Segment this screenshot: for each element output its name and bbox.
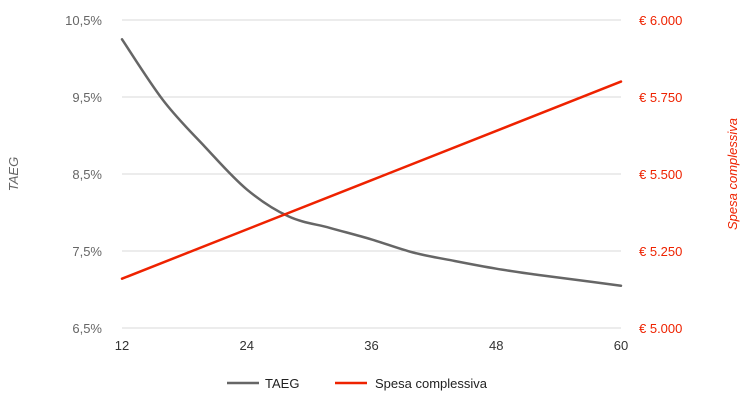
left-tick-label: 9,5% [72, 90, 102, 105]
left-tick-label: 7,5% [72, 244, 102, 259]
gridlines [122, 19, 621, 329]
left-tick-label: 6,5% [72, 321, 102, 336]
legend-label-spesa: Spesa complessiva [375, 376, 488, 391]
left-tick-label: 10,5% [65, 13, 102, 28]
right-tick-label: € 5.250 [639, 244, 682, 259]
right-tick-label: € 6.000 [639, 13, 682, 28]
right-tick-label: € 5.000 [639, 321, 682, 336]
left-tick-label: 8,5% [72, 167, 102, 182]
x-axis-ticks: 12 24 36 48 60 [115, 338, 628, 353]
legend-label-taeg: TAEG [265, 376, 299, 391]
x-tick-label: 24 [240, 338, 254, 353]
x-tick-label: 36 [364, 338, 378, 353]
series-layer [120, 38, 623, 287]
right-tick-label: € 5.500 [639, 167, 682, 182]
right-axis-ticks: € 6.000 € 5.750 € 5.500 € 5.250 € 5.000 [639, 13, 682, 336]
series-line-taeg [120, 38, 623, 287]
left-axis-ticks: 10,5% 9,5% 8,5% 7,5% 6,5% [65, 13, 102, 336]
x-tick-label: 48 [489, 338, 503, 353]
x-tick-label: 12 [115, 338, 129, 353]
series-line-spesa [120, 80, 623, 280]
right-axis-title: Spesa complessiva [725, 118, 740, 230]
right-tick-label: € 5.750 [639, 90, 682, 105]
left-axis-title: TAEG [6, 157, 21, 191]
legend: TAEG Spesa complessiva [227, 376, 488, 391]
x-tick-label: 60 [614, 338, 628, 353]
